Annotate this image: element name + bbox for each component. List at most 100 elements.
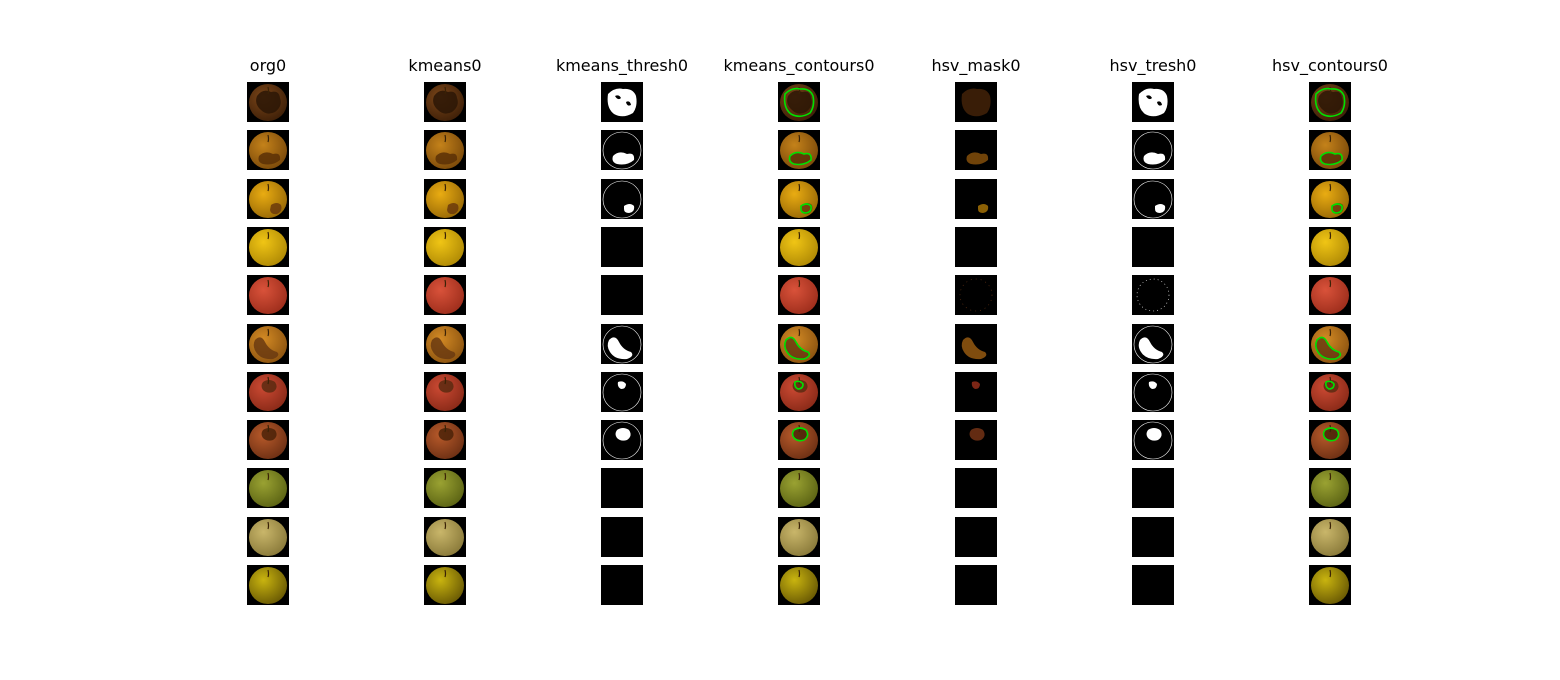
image-tile-kmeans0-row-4 [424,275,466,315]
apple-stem [267,183,270,192]
image-tile-org0-row-0 [247,82,289,122]
apple-defect [270,203,282,215]
apple-defect [258,152,281,165]
image-tile-kmeans0-row-2 [424,179,466,219]
apple-stem [798,328,801,337]
image-tile-kmeans0-row-3 [424,227,466,267]
apple-stem [444,569,447,578]
image-tile-org0-row-5 [247,324,289,364]
image-tile-org0-row-7 [247,420,289,460]
image-tile-kmeans0-row-0 [424,82,466,122]
apple-stem [798,183,801,192]
image-tile-hsv-mask0-row-4 [955,275,997,315]
apple-defect [256,90,281,114]
contour-line [794,380,804,390]
image-tile-hsv-mask0-row-3 [955,227,997,267]
image-tile-kmeans-thresh0-row-1 [601,130,643,170]
image-tile-hsv-tresh0-row-4 [1132,275,1174,315]
image-tile-org0-row-8 [247,468,289,508]
apple-stem [798,521,801,530]
image-tile-org0-row-3 [247,227,289,267]
apple-body [249,229,287,266]
image-tile-hsv-tresh0-row-2 [1132,179,1174,219]
image-tile-kmeans-contours0-row-8 [778,468,820,508]
apple-defect [438,428,454,441]
apple-defect [1320,152,1343,165]
apple-stem [444,472,447,481]
image-tile-kmeans0-row-8 [424,468,466,508]
image-tile-kmeans-thresh0-row-8 [601,468,643,508]
apple-stem [444,86,447,95]
apple-stem [267,569,270,578]
apple-stem [1329,472,1332,481]
apple-stem [1329,134,1332,143]
contour-line [783,87,815,118]
image-tile-hsv-mask0-row-0 [955,82,997,122]
apple-stem [267,376,270,385]
apple-stem [1329,231,1332,240]
image-tile-org0-row-4 [247,275,289,315]
image-tile-kmeans-thresh0-row-4 [601,275,643,315]
apple-defect [447,203,459,215]
apple-defect [1323,428,1339,441]
image-tile-hsv-tresh0-row-9 [1132,517,1174,557]
image-tile-hsv-mask0-row-8 [955,468,997,508]
apple-stem [1329,376,1332,385]
apple-stem [444,376,447,385]
image-tile-kmeans-thresh0-row-9 [601,517,643,557]
apple-stem [798,376,801,385]
image-tile-kmeans0-row-9 [424,517,466,557]
contour-line [783,336,811,360]
column-title-kmeans0: kmeans0 [408,56,482,75]
apple-stem [1329,183,1332,192]
contour-line [1322,427,1340,442]
apple-body [780,567,818,604]
apple-defect [1318,90,1343,114]
apple-body [780,229,818,266]
image-tile-kmeans-thresh0-row-3 [601,227,643,267]
image-tile-hsv-contours0-row-10 [1309,565,1351,605]
apple-defect [792,380,808,393]
apple-defect [789,152,812,165]
apple-body [1311,229,1349,266]
apple-stem [267,279,270,288]
apple-body [1311,470,1349,507]
image-tile-hsv-contours0-row-4 [1309,275,1351,315]
apple-stem [798,134,801,143]
apple-stem [1329,569,1332,578]
image-tile-kmeans-thresh0-row-10 [601,565,643,605]
apple-stem [798,86,801,95]
apple-defect [792,428,808,441]
column-title-hsv-contours0: hsv_contours0 [1272,56,1388,75]
apple-body [426,277,464,314]
apple-stem [267,86,270,95]
image-tile-hsv-contours0-row-0 [1309,82,1351,122]
image-tile-hsv-contours0-row-8 [1309,468,1351,508]
image-tile-hsv-mask0-row-7 [955,420,997,460]
apple-stem [444,279,447,288]
contour-line [791,427,809,442]
apple-stem [267,521,270,530]
apple-body [780,470,818,507]
apple-stem [444,521,447,530]
apple-stem [798,279,801,288]
image-tile-hsv-contours0-row-1 [1309,130,1351,170]
apple-body [249,567,287,604]
apple-stem [798,472,801,481]
column-title-org0: org0 [249,56,287,75]
image-tile-kmeans-contours0-row-7 [778,420,820,460]
apple-stem [444,328,447,337]
image-tile-hsv-mask0-row-2 [955,179,997,219]
apple-defect [784,337,810,360]
apple-stem [444,231,447,240]
apple-stem [1329,521,1332,530]
image-tile-hsv-tresh0-row-8 [1132,468,1174,508]
image-tile-kmeans-contours0-row-1 [778,130,820,170]
apple-defect [435,152,458,165]
apple-body [249,277,287,314]
apple-stem [1329,328,1332,337]
image-tile-hsv-tresh0-row-7 [1132,420,1174,460]
image-tile-kmeans-contours0-row-10 [778,565,820,605]
apple-stem [267,472,270,481]
image-tile-kmeans-contours0-row-6 [778,372,820,412]
